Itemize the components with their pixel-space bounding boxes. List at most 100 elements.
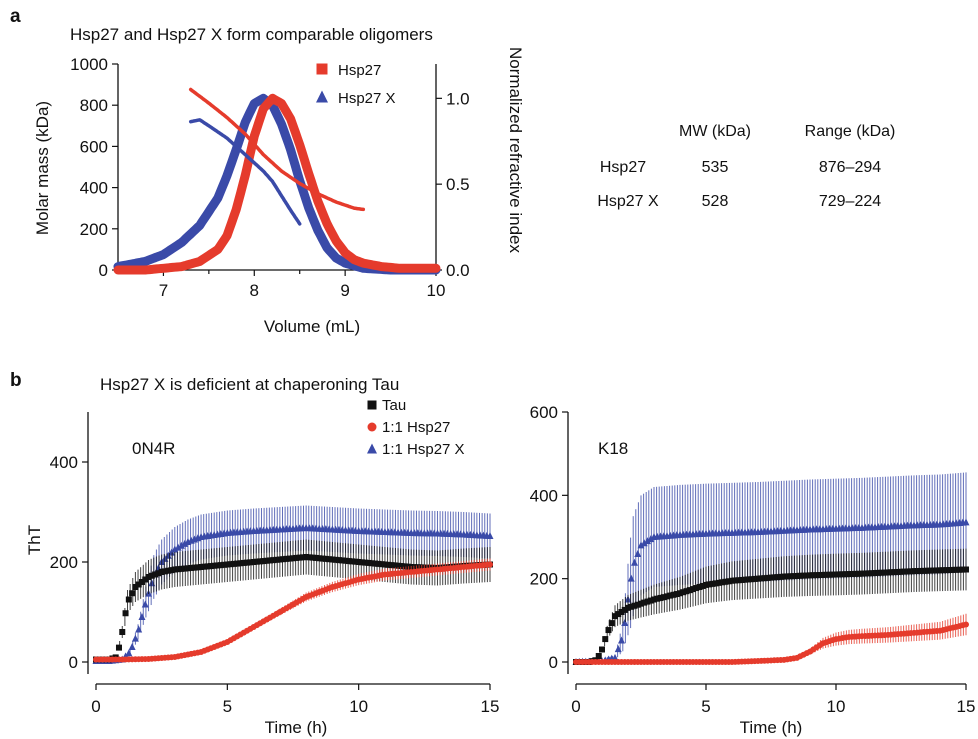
legend-label-hsp27x: Hsp27 X	[338, 90, 396, 107]
tht-point	[303, 554, 310, 560]
tht-point	[875, 569, 882, 576]
tht-point	[664, 593, 670, 600]
tht-point	[171, 566, 178, 573]
tht-point	[677, 590, 683, 597]
tht-point	[614, 645, 622, 653]
tht-point	[703, 581, 709, 588]
tht-xtick-label: 10	[827, 697, 846, 716]
sec-xtick-label: 10	[427, 281, 446, 300]
tht-point	[595, 653, 602, 660]
tht-point	[276, 556, 283, 563]
tht-point	[599, 646, 605, 653]
tht-point	[719, 579, 726, 586]
tht-point	[670, 591, 677, 598]
tht-point	[227, 561, 234, 568]
tht-point	[191, 564, 198, 571]
tht-point	[339, 557, 346, 564]
tht-point	[138, 613, 146, 620]
tht-point	[312, 554, 319, 561]
tht-point	[125, 596, 132, 603]
tht-point	[784, 573, 791, 580]
tht-legend-marker	[367, 443, 377, 454]
sec-xlabel: Volume (mL)	[264, 317, 360, 336]
tht-point	[813, 572, 820, 579]
tht-point	[487, 561, 493, 568]
tht-point	[748, 576, 755, 583]
tht1-ylabel: ThT	[25, 525, 44, 555]
table-row-2-name: Hsp27 X	[597, 193, 659, 210]
tht-point	[322, 555, 329, 562]
tht-point	[959, 566, 966, 573]
tht-point	[787, 573, 794, 580]
tht-point	[230, 560, 237, 567]
tht-point	[178, 565, 185, 572]
tht-point	[349, 558, 356, 565]
tht-point	[286, 555, 293, 562]
sec-series-ri-hsp27x	[113, 93, 441, 275]
tht-point	[868, 570, 875, 577]
tht-point	[270, 557, 277, 564]
tht-point	[761, 575, 768, 582]
sec-y2tick-label: 0.5	[446, 175, 470, 194]
tht-point	[280, 556, 287, 563]
tht-point	[638, 600, 644, 607]
tht-point	[257, 558, 264, 565]
tht-point	[401, 563, 408, 570]
tht-point	[816, 572, 823, 579]
tht-point	[755, 575, 761, 582]
tht-point	[829, 571, 836, 578]
sec-ytick-label: 0	[99, 261, 108, 280]
tht-point	[352, 558, 359, 565]
tht-point	[605, 627, 612, 634]
tht-point	[299, 554, 306, 561]
legend-marker-hsp27x	[316, 90, 328, 103]
tht-point	[729, 577, 735, 584]
tht-point	[872, 570, 878, 577]
tht-xtick-label: 5	[223, 697, 232, 716]
tht2-title: K18	[598, 439, 628, 458]
tht-point	[712, 580, 719, 587]
tht-point	[224, 561, 231, 568]
tht-xtick-label: 0	[571, 697, 580, 716]
tht-series-circle	[573, 613, 969, 665]
tht-point	[615, 611, 622, 618]
tht-point	[411, 564, 418, 571]
tht-point	[148, 572, 155, 579]
tht-point	[885, 569, 891, 576]
tht-point	[161, 568, 168, 575]
tht-point	[930, 567, 937, 574]
tht-point	[250, 559, 257, 565]
tht-point	[820, 571, 826, 578]
tht-point	[914, 568, 921, 575]
tht-point	[177, 541, 185, 549]
tht-ytick-label: 400	[530, 486, 558, 505]
tht-k18-chart: Time (h) K18 0 200 400 600 0 5 10 15	[530, 403, 976, 737]
tht-point	[745, 576, 752, 583]
tht-point	[141, 600, 149, 608]
tht-point	[920, 567, 927, 574]
tht-point	[680, 589, 687, 596]
tht-point	[358, 559, 365, 566]
tht-legend-marker	[367, 422, 377, 432]
tht-point	[833, 571, 839, 578]
sec-ytick-label: 200	[80, 220, 108, 239]
tht-point	[651, 596, 657, 603]
tht-point	[807, 572, 813, 579]
tht-point	[631, 602, 638, 609]
tht-point	[129, 590, 136, 597]
tht-point	[155, 570, 162, 577]
tht-point	[385, 561, 392, 568]
tht-point	[122, 610, 129, 617]
sec-ylabel: Molar mass (kDa)	[33, 101, 52, 235]
tht-point	[758, 575, 765, 582]
tht-point	[128, 643, 136, 650]
tht-point	[345, 558, 352, 565]
tht-point	[131, 634, 139, 642]
tht-point	[794, 572, 800, 579]
tht-0n4r-chart: Time (h) ThT 0N4R 0 200 400 0 5 10 15 Tau 1:1 Hs…	[25, 397, 499, 737]
tht-point	[628, 603, 635, 610]
tht-ytick-label: 600	[530, 403, 558, 422]
tht-point	[862, 570, 869, 577]
tht-point	[654, 595, 661, 602]
tht-point	[329, 556, 336, 563]
